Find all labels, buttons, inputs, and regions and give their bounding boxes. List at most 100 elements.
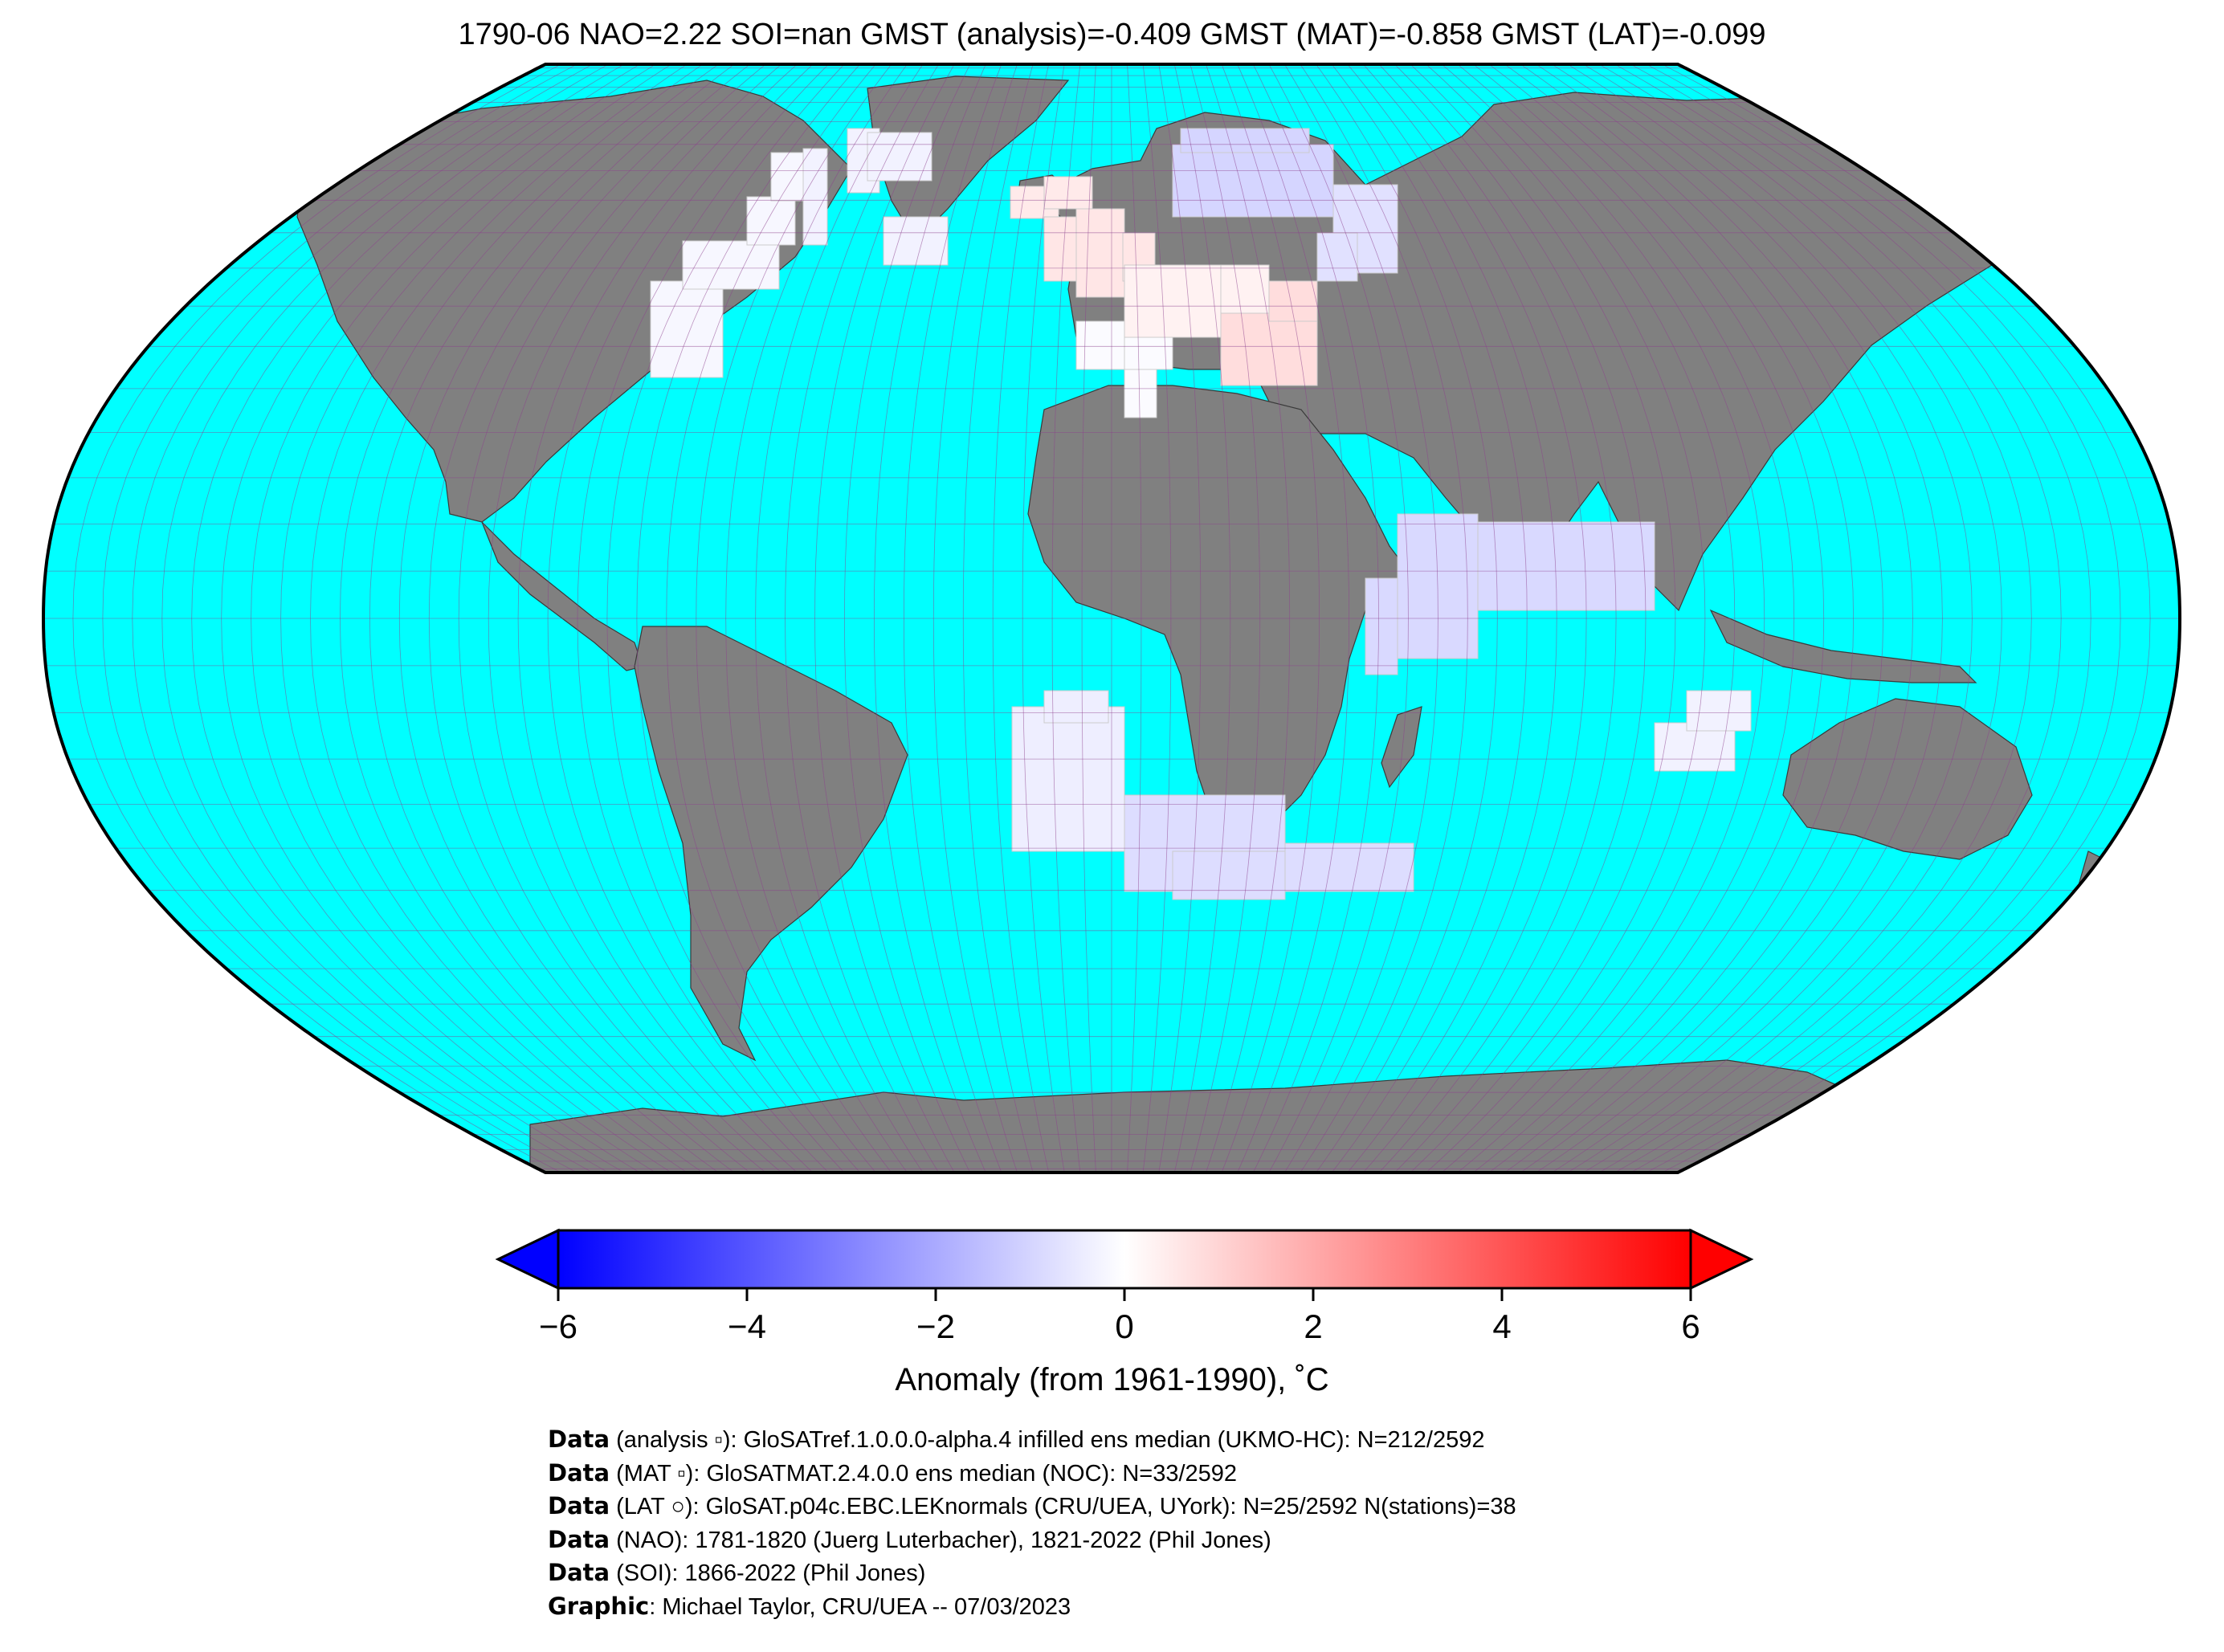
- longitude-line: [1284, 64, 1438, 1173]
- credit-text: (LAT ○): GloSAT.p04c.EBC.LEKnormals (CRU…: [610, 1494, 1516, 1519]
- tick-label: 4: [1492, 1307, 1512, 1345]
- longitude-line: [1237, 64, 1349, 1173]
- anomaly-cell: [802, 148, 828, 246]
- credit-line: Data (LAT ○): GloSAT.p04c.EBC.LEKnormals…: [548, 1490, 1516, 1524]
- anomaly-cell: [650, 280, 724, 378]
- longitude-line: [785, 64, 939, 1173]
- anomaly-cell: [883, 216, 949, 266]
- land-masses: [296, 75, 2105, 1173]
- anomaly-cell: [1124, 369, 1157, 418]
- longitude-line: [1316, 64, 1498, 1173]
- anomaly-cell: [1477, 521, 1655, 611]
- longitude-line: [874, 64, 986, 1173]
- longitude-line: [1127, 64, 1142, 1173]
- longitude-line: [1347, 64, 1557, 1173]
- longitude-line: [191, 64, 624, 1173]
- longitude-line: [339, 64, 703, 1173]
- anomaly-cell: [1172, 144, 1334, 218]
- credit-lead: Data: [548, 1559, 610, 1586]
- longitude-line: [1253, 64, 1379, 1173]
- longitude-line: [1599, 64, 2032, 1173]
- credit-line: Graphic: Michael Taylor, CRU/UEA -- 07/0…: [548, 1590, 1516, 1624]
- longitude-line: [1022, 64, 1065, 1173]
- longitude-line: [1442, 64, 1736, 1173]
- longitude-line: [844, 64, 970, 1173]
- colorbar-right-extension: [1689, 1228, 1754, 1291]
- longitude-line: [814, 64, 955, 1173]
- tick-label: 2: [1304, 1307, 1323, 1345]
- longitude-line: [1504, 64, 1855, 1173]
- longitude-line: [725, 64, 908, 1173]
- anomaly-cell: [1172, 850, 1286, 900]
- colorbar: [495, 1228, 1754, 1301]
- longitude-line: [1568, 64, 1973, 1173]
- anomaly-cell: [1043, 690, 1109, 724]
- longitude-line: [1332, 64, 1528, 1173]
- credit-line: Data (MAT ▫): GloSATMAT.2.4.0.0 ens medi…: [548, 1457, 1516, 1491]
- credit-lead: Data: [548, 1458, 610, 1487]
- longitude-line: [1520, 64, 1884, 1173]
- credit-text: (analysis ▫): GloSATref.1.0.0.0-alpha.4 …: [610, 1427, 1485, 1453]
- longitude-line: [1489, 64, 1825, 1173]
- longitude-line: [606, 64, 845, 1173]
- longitude-line: [636, 64, 860, 1173]
- longitude-line: [488, 64, 781, 1173]
- anomaly-cell: [1124, 264, 1222, 338]
- longitude-line: [221, 64, 640, 1173]
- longitude-line: [1662, 64, 2151, 1173]
- longitude-line: [369, 64, 719, 1173]
- longitude-line: [1378, 64, 1617, 1173]
- credit-lead: Data: [548, 1525, 610, 1553]
- longitude-line: [1630, 64, 2091, 1173]
- longitude-line: [1473, 64, 1795, 1173]
- longitude-line: [962, 64, 1034, 1173]
- longitude-line: [1614, 64, 2062, 1173]
- longitude-line: [1647, 64, 2121, 1173]
- colorbar-label: Anomaly (from 1961-1990), ˚C: [895, 1362, 1329, 1397]
- anomaly-cell: [1075, 208, 1125, 298]
- longitude-line: [666, 64, 876, 1173]
- longitude-line: [1081, 64, 1096, 1173]
- credit-lead: Data: [548, 1492, 610, 1519]
- longitude-line: [1174, 64, 1231, 1173]
- longitude-line: [251, 64, 655, 1173]
- longitude-line: [992, 64, 1049, 1173]
- colorbar-gradient: [557, 1229, 1692, 1290]
- longitude-line: [310, 64, 688, 1173]
- tick-label: 6: [1681, 1307, 1700, 1345]
- longitude-line: [696, 64, 892, 1173]
- tick-label: 0: [1115, 1307, 1134, 1345]
- credit-text: (MAT ▫): GloSATMAT.2.4.0.0 ens median (N…: [610, 1460, 1238, 1487]
- longitude-line: [1394, 64, 1647, 1173]
- anomaly-cell: [682, 240, 780, 290]
- credit-text: (SOI): 1866-2022 (Phil Jones): [610, 1560, 926, 1586]
- longitude-line: [1051, 64, 1081, 1173]
- colorbar-ticks: [557, 1288, 1692, 1301]
- longitude-line: [1410, 64, 1676, 1173]
- anomaly-cell: [1316, 232, 1358, 282]
- colorbar-left-extension: [495, 1228, 560, 1291]
- longitude-line: [547, 64, 813, 1173]
- longitude-line: [1206, 64, 1291, 1173]
- landmass-africa: [1027, 385, 1414, 844]
- longitude-line: [932, 64, 1018, 1173]
- tick-label: −2: [916, 1307, 955, 1345]
- landmass-madagascar: [1381, 706, 1422, 789]
- anomaly-cell: [1043, 176, 1093, 210]
- anomaly-cell: [1284, 842, 1414, 892]
- longitude-line: [1426, 64, 1706, 1173]
- longitude-line: [1552, 64, 1943, 1173]
- credit-line: Data (SOI): 1866-2022 (Phil Jones): [548, 1556, 1516, 1590]
- credit-text: : Michael Taylor, CRU/UEA -- 07/03/2023: [649, 1593, 1071, 1620]
- longitude-line: [1221, 64, 1320, 1173]
- longitude-line: [102, 64, 577, 1173]
- longitude-line: [517, 64, 798, 1173]
- credit-text: (NAO): 1781-1820 (Juerg Luterbacher), 18…: [610, 1527, 1271, 1553]
- anomaly-cell: [1043, 216, 1077, 282]
- credit-line: Data (NAO): 1781-1820 (Juerg Luterbacher…: [548, 1524, 1516, 1557]
- credit-lead: Data: [548, 1426, 610, 1453]
- longitude-line: [398, 64, 734, 1173]
- longitude-line: [904, 64, 1002, 1173]
- longitude-line: [428, 64, 750, 1173]
- map-title: 1790-06 NAO=2.22 SOI=nan GMST (analysis)…: [458, 18, 1766, 51]
